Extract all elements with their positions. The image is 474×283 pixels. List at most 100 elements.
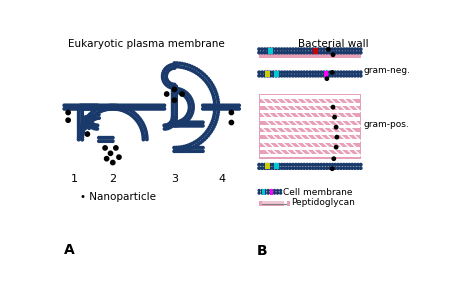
Circle shape	[269, 48, 272, 50]
Circle shape	[97, 111, 100, 113]
Circle shape	[190, 147, 193, 149]
Circle shape	[94, 104, 97, 107]
Circle shape	[211, 108, 214, 110]
Circle shape	[104, 156, 109, 161]
Circle shape	[172, 94, 174, 97]
Circle shape	[223, 104, 225, 107]
Circle shape	[201, 147, 204, 149]
Circle shape	[191, 70, 194, 72]
Circle shape	[175, 109, 177, 111]
Circle shape	[171, 117, 174, 119]
Circle shape	[187, 112, 190, 114]
Circle shape	[143, 125, 146, 128]
Circle shape	[100, 140, 102, 142]
Circle shape	[165, 124, 168, 126]
Circle shape	[104, 105, 107, 108]
Circle shape	[207, 108, 210, 110]
Circle shape	[331, 167, 334, 169]
Circle shape	[264, 164, 266, 166]
Circle shape	[210, 130, 212, 132]
Circle shape	[154, 108, 156, 110]
Circle shape	[314, 167, 317, 169]
Bar	[310, 59, 316, 61]
Circle shape	[343, 71, 345, 74]
Circle shape	[135, 104, 137, 107]
Circle shape	[203, 104, 206, 107]
Circle shape	[181, 63, 183, 65]
Circle shape	[77, 135, 80, 137]
Circle shape	[169, 68, 172, 70]
Circle shape	[81, 126, 83, 129]
Circle shape	[172, 87, 176, 92]
Circle shape	[172, 110, 174, 113]
Circle shape	[359, 167, 362, 169]
Circle shape	[283, 74, 286, 77]
Circle shape	[351, 74, 354, 77]
Circle shape	[331, 74, 334, 77]
Circle shape	[168, 68, 171, 71]
Circle shape	[188, 125, 191, 127]
Circle shape	[180, 92, 184, 96]
Circle shape	[354, 52, 356, 54]
Circle shape	[201, 140, 204, 142]
Circle shape	[117, 105, 119, 107]
Circle shape	[175, 101, 177, 104]
Circle shape	[146, 104, 149, 107]
Circle shape	[337, 167, 339, 169]
Circle shape	[96, 104, 99, 107]
Circle shape	[348, 167, 351, 169]
Circle shape	[179, 125, 182, 127]
Circle shape	[198, 121, 201, 124]
Circle shape	[77, 104, 80, 107]
Circle shape	[203, 134, 205, 136]
Circle shape	[356, 164, 359, 166]
Circle shape	[181, 89, 183, 91]
Circle shape	[111, 104, 113, 107]
Circle shape	[217, 101, 219, 103]
Text: 3: 3	[171, 174, 178, 184]
Circle shape	[81, 106, 83, 108]
Circle shape	[84, 118, 87, 120]
Circle shape	[170, 120, 173, 123]
Circle shape	[191, 65, 193, 68]
Circle shape	[289, 167, 292, 169]
Circle shape	[90, 121, 92, 124]
Circle shape	[334, 52, 337, 54]
Circle shape	[92, 115, 95, 117]
Circle shape	[289, 164, 292, 166]
Circle shape	[278, 52, 280, 54]
Circle shape	[309, 48, 311, 50]
Circle shape	[309, 71, 311, 74]
Bar	[274, 163, 279, 170]
Circle shape	[273, 192, 275, 194]
Circle shape	[181, 149, 183, 152]
Circle shape	[117, 108, 119, 110]
Circle shape	[217, 108, 219, 110]
Circle shape	[177, 124, 180, 127]
Circle shape	[206, 130, 208, 133]
Circle shape	[79, 104, 82, 107]
Circle shape	[84, 117, 87, 120]
Circle shape	[359, 48, 362, 50]
Circle shape	[294, 74, 297, 77]
Circle shape	[90, 126, 92, 128]
Circle shape	[173, 67, 176, 69]
Circle shape	[108, 140, 110, 142]
Circle shape	[175, 147, 178, 149]
Circle shape	[238, 104, 240, 107]
Circle shape	[192, 147, 195, 149]
Circle shape	[77, 121, 80, 124]
Circle shape	[228, 104, 231, 107]
Circle shape	[83, 127, 86, 129]
Circle shape	[271, 192, 273, 194]
Circle shape	[85, 123, 87, 126]
Circle shape	[334, 167, 337, 169]
Circle shape	[207, 134, 210, 137]
Circle shape	[172, 100, 174, 102]
Circle shape	[188, 102, 190, 104]
Circle shape	[184, 121, 187, 124]
Circle shape	[210, 108, 212, 110]
Circle shape	[359, 74, 362, 77]
Circle shape	[289, 71, 292, 74]
Circle shape	[81, 104, 83, 107]
